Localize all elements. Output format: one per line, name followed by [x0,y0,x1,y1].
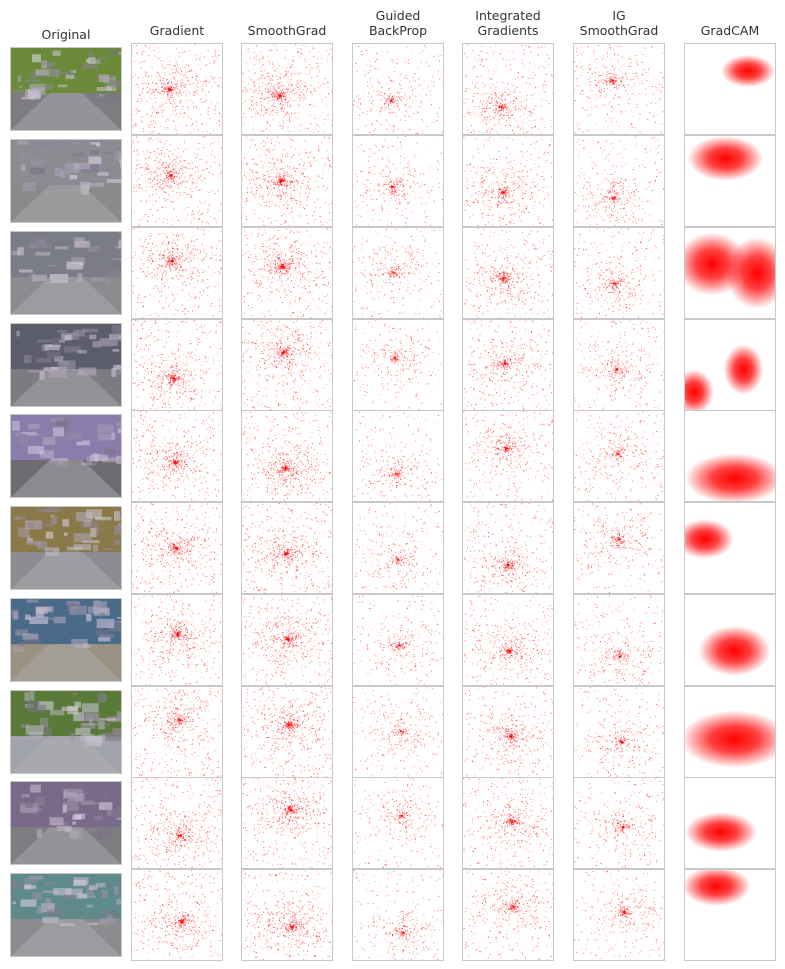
smoothgrad-image-row-8 [241,686,333,778]
gradcam-image-row-4 [684,319,776,411]
original-image-row-9 [10,781,122,865]
gradient-image-row-8 [131,686,223,778]
smoothgrad-image-row-10 [241,869,333,961]
integrated-gradients-image-row-3 [462,227,554,319]
guided-backprop-image-row-9 [352,777,444,869]
ig-smoothgrad-image-row-7 [573,594,665,686]
gradcam-image-row-8 [684,686,776,778]
guided-backprop-image-row-1 [352,43,444,135]
ig-smoothgrad-image-row-9 [573,777,665,869]
gradient-image-row-9 [131,777,223,869]
integrated-gradients-image-row-8 [462,686,554,778]
gradcam-image-row-3 [684,227,776,319]
original-image-row-10 [10,873,122,957]
gradcam-image-row-9 [684,777,776,869]
gradcam-image-row-10 [684,869,776,961]
gradient-image-row-10 [131,869,223,961]
original-image-row-7 [10,598,122,682]
gradient-image-row-4 [131,319,223,411]
guided-backprop-image-row-10 [352,869,444,961]
smoothgrad-image-row-2 [241,135,333,227]
ig-smoothgrad-image-row-5 [573,410,665,502]
column-title-gradcam: GradCAM [670,23,785,38]
ig-smoothgrad-image-row-10 [573,869,665,961]
guided-backprop-image-row-7 [352,594,444,686]
gradcam-image-row-1 [684,43,776,135]
ig-smoothgrad-image-row-4 [573,319,665,411]
integrated-gradients-image-row-4 [462,319,554,411]
integrated-gradients-image-row-7 [462,594,554,686]
ig-smoothgrad-image-row-8 [573,686,665,778]
column-title-guided-backprop: Guided BackProp [338,8,458,38]
gradcam-image-row-5 [684,410,776,502]
column-title-integrated-gradients: Integrated Gradients [448,8,568,38]
gradient-image-row-3 [131,227,223,319]
smoothgrad-image-row-7 [241,594,333,686]
smoothgrad-image-row-6 [241,502,333,594]
ig-smoothgrad-image-row-1 [573,43,665,135]
column-title-smoothgrad: SmoothGrad [227,23,347,38]
gradient-image-row-2 [131,135,223,227]
original-image-row-3 [10,231,122,315]
column-title-ig-smoothgrad: IG SmoothGrad [559,8,679,38]
gradient-image-row-1 [131,43,223,135]
original-image-row-4 [10,323,122,407]
integrated-gradients-image-row-9 [462,777,554,869]
integrated-gradients-image-row-10 [462,869,554,961]
gradcam-image-row-2 [684,135,776,227]
ig-smoothgrad-image-row-6 [573,502,665,594]
gradient-image-row-7 [131,594,223,686]
column-title-gradient: Gradient [117,23,237,38]
guided-backprop-image-row-5 [352,410,444,502]
smoothgrad-image-row-4 [241,319,333,411]
ig-smoothgrad-image-row-2 [573,135,665,227]
integrated-gradients-image-row-5 [462,410,554,502]
integrated-gradients-image-row-2 [462,135,554,227]
original-image-row-1 [10,47,122,131]
guided-backprop-image-row-3 [352,227,444,319]
integrated-gradients-image-row-6 [462,502,554,594]
original-image-row-8 [10,690,122,774]
gradcam-image-row-6 [684,502,776,594]
integrated-gradients-image-row-1 [462,43,554,135]
gradient-image-row-5 [131,410,223,502]
gradient-image-row-6 [131,502,223,594]
original-image-row-6 [10,506,122,590]
gradcam-image-row-7 [684,594,776,686]
smoothgrad-image-row-5 [241,410,333,502]
guided-backprop-image-row-6 [352,502,444,594]
smoothgrad-image-row-1 [241,43,333,135]
guided-backprop-image-row-8 [352,686,444,778]
smoothgrad-image-row-9 [241,777,333,869]
original-image-row-5 [10,414,122,498]
ig-smoothgrad-image-row-3 [573,227,665,319]
guided-backprop-image-row-2 [352,135,444,227]
guided-backprop-image-row-4 [352,319,444,411]
column-title-original: Original [6,27,126,42]
smoothgrad-image-row-3 [241,227,333,319]
original-image-row-2 [10,139,122,223]
